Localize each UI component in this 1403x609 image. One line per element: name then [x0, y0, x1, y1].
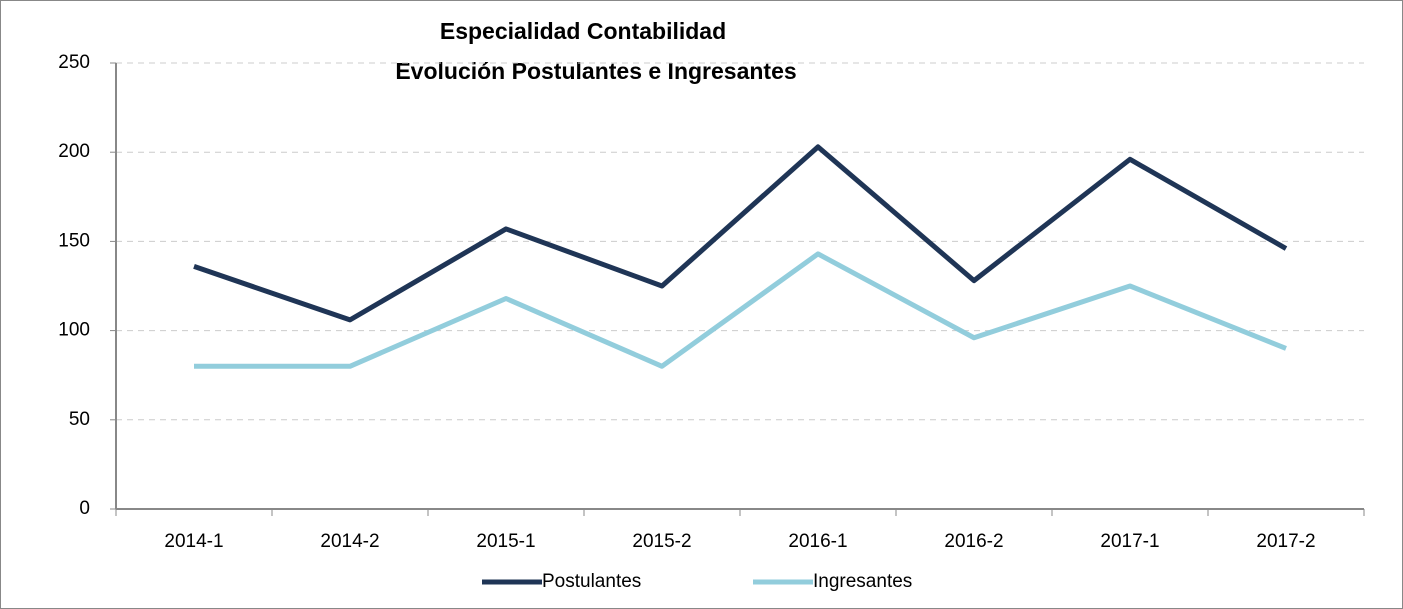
- y-tick-label: 200: [58, 141, 90, 162]
- chart-subtitle: Evolución Postulantes e Ingresantes: [395, 58, 796, 84]
- y-tick-label: 250: [58, 52, 90, 73]
- x-tick-label: 2015-2: [632, 531, 691, 552]
- x-tick-label: 2016-2: [944, 531, 1003, 552]
- x-tick-label: 2015-1: [476, 531, 535, 552]
- y-tick-label: 50: [69, 409, 90, 430]
- x-tick-label: 2014-1: [164, 531, 223, 552]
- x-tick-label: 2017-1: [1100, 531, 1159, 552]
- legend-label: Postulantes: [542, 571, 641, 592]
- x-tick-label: 2014-2: [320, 531, 379, 552]
- legend-label: Ingresantes: [813, 571, 912, 592]
- series-line: [194, 251, 1287, 369]
- y-tick-label: 100: [58, 320, 90, 341]
- y-tick-label: 0: [79, 498, 90, 519]
- y-tick-label: 150: [58, 230, 90, 251]
- chart-title: Especialidad Contabilidad: [440, 18, 726, 44]
- x-tick-label: 2016-1: [788, 531, 847, 552]
- series-line: [193, 144, 1288, 323]
- x-tick-label: 2017-2: [1256, 531, 1315, 552]
